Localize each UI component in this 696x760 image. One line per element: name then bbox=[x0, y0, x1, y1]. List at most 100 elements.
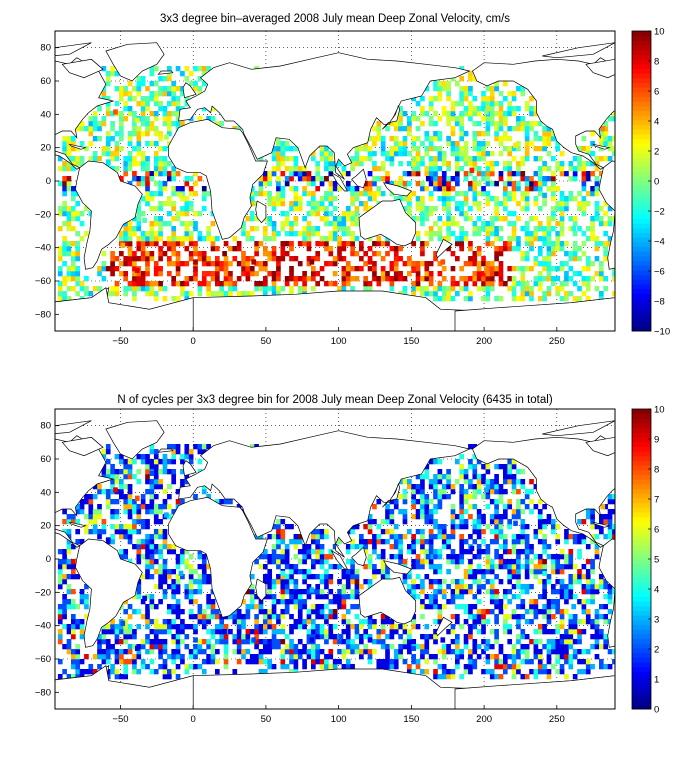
coastline bbox=[55, 287, 194, 331]
bin-cell bbox=[175, 654, 181, 660]
bin-cell bbox=[516, 236, 521, 242]
bin-cell bbox=[529, 559, 534, 565]
bin-cell bbox=[88, 141, 94, 147]
bin-cell bbox=[193, 276, 198, 282]
bin-cell bbox=[167, 176, 172, 182]
bin-cell bbox=[354, 604, 360, 610]
bin-cell bbox=[441, 81, 447, 87]
bin-cell bbox=[533, 226, 539, 232]
bin-cell bbox=[380, 624, 386, 630]
bin-cell bbox=[350, 251, 355, 257]
bin-cell bbox=[110, 619, 115, 625]
bin-cell bbox=[149, 121, 155, 127]
bin-cell bbox=[555, 644, 561, 650]
bin-cell bbox=[424, 509, 430, 515]
bin-cell bbox=[446, 116, 451, 122]
bin-cell bbox=[398, 176, 403, 182]
bin-cell bbox=[498, 554, 504, 560]
bin-cell bbox=[293, 594, 299, 600]
bin-cell bbox=[581, 176, 587, 182]
bin-cell bbox=[472, 231, 478, 237]
bin-cell bbox=[494, 589, 499, 595]
bin-cell bbox=[520, 649, 526, 655]
bin-cell bbox=[441, 111, 447, 117]
bin-cell bbox=[88, 494, 94, 500]
bin-cell bbox=[206, 261, 211, 267]
bin-cell bbox=[546, 246, 552, 252]
bin-cell bbox=[450, 489, 456, 495]
bin-cell bbox=[367, 539, 373, 545]
bin-cell bbox=[503, 514, 508, 520]
bin-cell bbox=[149, 196, 155, 202]
bin-cell bbox=[311, 256, 316, 262]
bin-cell bbox=[398, 494, 403, 500]
bin-cell bbox=[367, 259, 373, 265]
bin-cell bbox=[267, 664, 273, 670]
bin-cell bbox=[258, 564, 264, 570]
bin-cell bbox=[136, 669, 142, 675]
bin-cell bbox=[232, 256, 238, 262]
bin-cell bbox=[455, 614, 460, 620]
bin-cell bbox=[433, 569, 438, 575]
bin-cell bbox=[332, 256, 338, 262]
bin-cell bbox=[145, 519, 150, 525]
bin-cell bbox=[215, 246, 220, 252]
bin-cell bbox=[306, 241, 312, 247]
bin-cell bbox=[459, 514, 465, 520]
bin-cell bbox=[468, 659, 473, 665]
colorbar-step bbox=[632, 45, 651, 51]
bin-cell bbox=[66, 629, 72, 635]
bin-cell bbox=[123, 619, 129, 625]
bin-cell bbox=[162, 564, 168, 570]
bin-cell bbox=[420, 261, 425, 267]
bin-cell bbox=[533, 181, 539, 187]
bin-cell bbox=[476, 609, 482, 615]
bin-cell bbox=[140, 664, 146, 670]
bin-cell bbox=[503, 464, 508, 470]
bin-cell bbox=[507, 549, 513, 555]
bin-cell bbox=[455, 654, 460, 660]
bin-cell bbox=[516, 664, 521, 670]
bin-cell bbox=[489, 489, 495, 495]
bin-cell bbox=[551, 584, 556, 590]
bin-cell bbox=[175, 186, 181, 192]
bin-cell bbox=[433, 206, 438, 212]
bin-cell bbox=[127, 91, 133, 97]
bin-cell bbox=[114, 281, 120, 287]
bin-cell bbox=[581, 211, 587, 217]
bin-cell bbox=[341, 614, 347, 620]
bin-cell bbox=[167, 76, 172, 82]
bin-cell bbox=[511, 96, 517, 102]
bin-cell bbox=[481, 464, 486, 470]
bin-cell bbox=[468, 609, 473, 615]
bin-cell bbox=[590, 589, 595, 595]
bin-cell bbox=[140, 504, 146, 510]
bin-cell bbox=[446, 96, 451, 102]
bin-cell bbox=[263, 564, 268, 570]
bin-cell bbox=[219, 261, 225, 267]
bin-cell bbox=[71, 629, 76, 635]
bin-cell bbox=[276, 554, 281, 560]
bin-cell bbox=[415, 474, 421, 480]
bin-cell bbox=[149, 206, 155, 212]
bin-cell bbox=[180, 629, 185, 635]
bin-cell bbox=[398, 624, 403, 630]
bin-cell bbox=[171, 584, 177, 590]
bin-cell bbox=[197, 664, 203, 670]
bin-cell bbox=[302, 226, 307, 232]
colorbar-step bbox=[632, 110, 651, 116]
bin-cell bbox=[572, 221, 578, 227]
bin-cell bbox=[463, 281, 469, 287]
bin-cell bbox=[149, 574, 155, 580]
bin-cell bbox=[433, 251, 438, 257]
bin-cell bbox=[119, 454, 124, 460]
bin-cell bbox=[354, 151, 360, 157]
bin-cell bbox=[66, 544, 72, 550]
bin-cell bbox=[271, 236, 277, 242]
bin-cell bbox=[551, 211, 556, 217]
bin-cell bbox=[489, 599, 495, 605]
bin-cell bbox=[420, 241, 425, 247]
bin-cell bbox=[472, 191, 478, 197]
bin-cell bbox=[188, 231, 194, 237]
bin-cell bbox=[140, 539, 146, 545]
